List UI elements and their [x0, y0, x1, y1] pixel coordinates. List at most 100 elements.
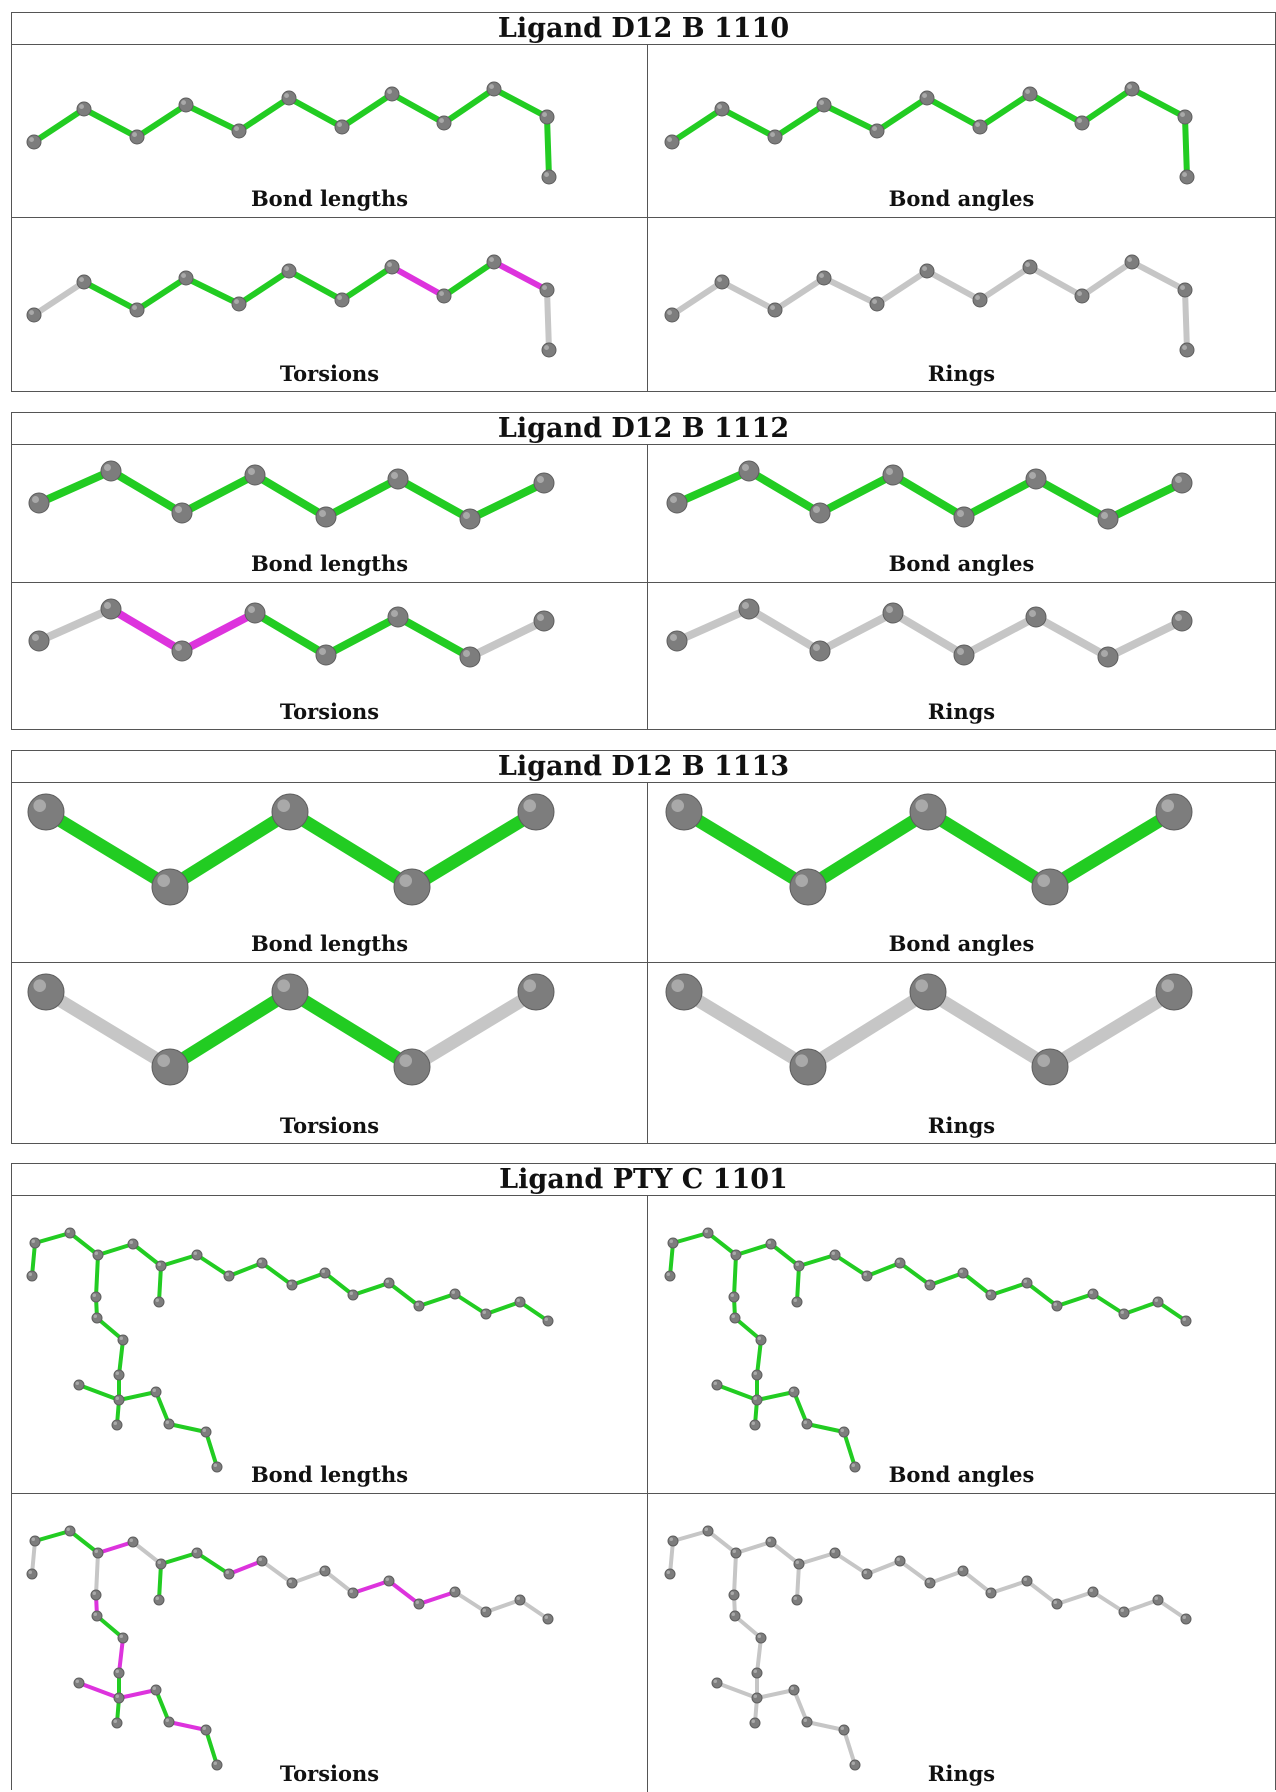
atom-highlight: [1089, 1588, 1093, 1592]
atom: [91, 1610, 103, 1622]
atom: [667, 1535, 679, 1547]
atom-highlight: [790, 1686, 794, 1690]
atom-highlight: [31, 1537, 35, 1541]
atom-highlight: [751, 1719, 755, 1723]
atom-highlight: [666, 1272, 670, 1276]
bond-green: [466, 479, 548, 523]
bond-green: [394, 475, 474, 523]
atom: [793, 1558, 805, 1570]
bond-green: [30, 1241, 37, 1278]
atom: [664, 1568, 676, 1580]
panel-bond-angles: Bond angles: [648, 445, 1275, 583]
bond-green: [204, 1430, 219, 1469]
atom-highlight: [155, 1298, 159, 1302]
atom-highlight: [840, 1428, 844, 1432]
panel-caption: Torsions: [279, 699, 380, 724]
atom-highlight: [157, 1560, 161, 1564]
bond-green: [154, 1688, 171, 1724]
atom: [92, 1547, 104, 1559]
bond-green: [441, 259, 497, 299]
atom: [816, 97, 832, 113]
atom-highlight: [926, 1579, 930, 1583]
atom: [838, 1724, 850, 1736]
bond-green: [734, 1242, 773, 1257]
bond-green: [755, 1390, 796, 1402]
atom-highlight: [1029, 472, 1036, 479]
atom-highlight: [757, 1634, 761, 1638]
atom-highlight: [753, 1396, 757, 1400]
atom-highlight: [115, 1396, 119, 1400]
atom: [541, 342, 557, 358]
atom: [767, 129, 783, 145]
bond-green: [94, 1253, 100, 1299]
atom: [666, 492, 688, 514]
atom: [1074, 115, 1090, 131]
bond-green: [204, 1728, 219, 1767]
atom-highlight: [415, 1600, 419, 1604]
atom-highlight: [1154, 1298, 1158, 1302]
atom-highlight: [886, 468, 893, 475]
atom-highlight: [803, 1718, 807, 1722]
atom-highlight: [1101, 650, 1108, 657]
atom-highlight: [831, 1549, 835, 1553]
atom-highlight: [732, 1549, 736, 1553]
panel-bond-lengths: Bond lengths: [12, 783, 648, 963]
atom-highlight: [542, 112, 547, 118]
atom-highlight: [193, 1251, 197, 1255]
bond-grey: [889, 609, 968, 659]
bond-green: [1079, 86, 1135, 126]
bond-green: [733, 1316, 763, 1342]
bond-grey: [719, 279, 778, 313]
atom: [334, 292, 350, 308]
molecule-view: [666, 598, 1193, 668]
atom: [393, 1048, 431, 1086]
bond-green: [236, 95, 292, 134]
atom-highlight: [1182, 1317, 1186, 1321]
atom: [665, 793, 703, 831]
bond-grey: [734, 1540, 773, 1555]
atom-highlight: [119, 1634, 123, 1638]
atom-highlight: [93, 1612, 97, 1616]
atom-highlight: [93, 1314, 97, 1318]
atom: [702, 1227, 714, 1239]
atom: [27, 793, 65, 831]
atom: [200, 1426, 212, 1438]
bond-green: [518, 1300, 550, 1323]
atom-highlight: [819, 100, 824, 105]
atom-highlight: [175, 506, 182, 513]
molecule-view: [664, 254, 1195, 358]
atom-highlight: [29, 137, 34, 142]
bond-green: [821, 102, 880, 134]
atom: [459, 508, 481, 530]
atom-highlight: [337, 295, 342, 300]
bond-green: [842, 1430, 857, 1469]
atom-highlight: [790, 1388, 794, 1392]
bond-grey: [865, 1559, 902, 1576]
atom-highlight: [669, 1239, 673, 1243]
atom-highlight: [319, 510, 326, 517]
molecule-view: [26, 81, 557, 185]
bond-green: [167, 1422, 208, 1434]
atom-highlight: [399, 874, 413, 887]
atom: [957, 1565, 969, 1577]
atom-highlight: [321, 1269, 325, 1273]
atom-highlight: [234, 299, 239, 304]
bond-grey: [928, 1569, 965, 1585]
bond-grey: [989, 1579, 1029, 1595]
bond-grey: [1091, 1590, 1126, 1614]
atom: [542, 1613, 554, 1625]
bond-magenta: [77, 1681, 121, 1700]
bond-grey: [1043, 985, 1181, 1074]
atom: [972, 119, 988, 135]
atom-highlight: [742, 464, 749, 471]
atom: [985, 1587, 997, 1599]
atom: [829, 1547, 841, 1559]
bond-green: [283, 805, 419, 894]
bond-green: [921, 805, 1057, 894]
atom: [751, 1369, 763, 1381]
bond-green: [39, 805, 177, 894]
atom-highlight: [29, 310, 34, 315]
atom: [1124, 254, 1140, 270]
bond-green: [441, 86, 497, 126]
atom-highlight: [284, 93, 289, 98]
